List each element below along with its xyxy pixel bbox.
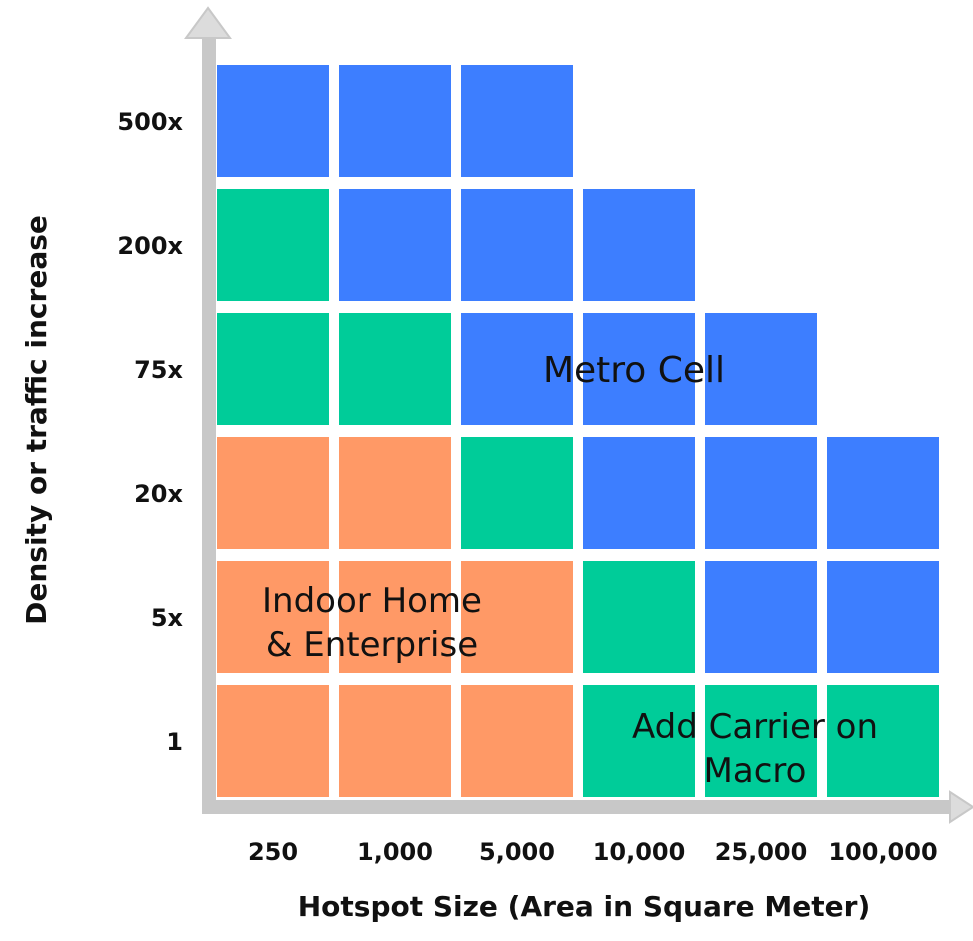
- y-axis-line: [202, 36, 216, 806]
- cell-indoor-r4-c2: [461, 561, 573, 673]
- cell-metro-r1-c3: [583, 189, 695, 301]
- axes: [184, 6, 973, 824]
- cell-metro-r4-c4: [705, 561, 817, 673]
- cell-carrier-r4-c3: [583, 561, 695, 673]
- cell-carrier-r5-c5: [827, 685, 939, 797]
- region-label-indoor: & Enterprise: [266, 625, 478, 665]
- region-label-metro: Metro Cell: [543, 350, 725, 391]
- cell-carrier-r5-c4: [705, 685, 817, 797]
- cell-indoor-r3-c1: [339, 437, 451, 549]
- cell-indoor-r4-c1: [339, 561, 451, 673]
- cell-indoor-r5-c1: [339, 685, 451, 797]
- cell-carrier-r2-c1: [339, 313, 451, 425]
- x-tick-label: 1,000: [357, 838, 433, 866]
- y-axis-arrow: [184, 6, 232, 39]
- y-axis-title: Density or traffic increase: [20, 215, 53, 625]
- region-labels: Metro Cell Indoor Home& Enterprise Add Car…: [262, 350, 878, 791]
- cell-carrier-r3-c2: [461, 437, 573, 549]
- x-axis-title: Hotspot Size (Area in Square Meter): [298, 890, 871, 923]
- cell-indoor-r4-c0: [217, 561, 329, 673]
- cell-metro-r1-c1: [339, 189, 451, 301]
- cell-metro-r0-c2: [461, 65, 573, 177]
- cell-metro-r2-c2: [461, 313, 573, 425]
- region-label-carrier: Macro: [704, 751, 807, 791]
- cell-carrier-r2-c0: [217, 313, 329, 425]
- x-tick-label: 10,000: [593, 838, 686, 866]
- y-tick-label: 1: [166, 728, 183, 756]
- cell-metro-r4-c5: [827, 561, 939, 673]
- cell-carrier-r5-c3: [583, 685, 695, 797]
- cell-metro-r3-c5: [827, 437, 939, 549]
- cell-metro-r0-c0: [217, 65, 329, 177]
- region-label-indoor: Indoor Home: [262, 581, 482, 621]
- cell-metro-r1-c2: [461, 189, 573, 301]
- cell-metro-r2-c4: [705, 313, 817, 425]
- cell-metro-r2-c3: [583, 313, 695, 425]
- x-tick-label: 100,000: [828, 838, 937, 866]
- x-tick-label: 5,000: [479, 838, 555, 866]
- region-label-carrier: Add Carrier on: [632, 707, 878, 747]
- x-axis-line: [202, 800, 962, 814]
- cells: [217, 65, 939, 797]
- x-tick-label: 250: [248, 838, 298, 866]
- y-tick-label: 75x: [134, 356, 183, 384]
- y-tick-label: 5x: [151, 604, 184, 632]
- x-tick-label: 25,000: [715, 838, 808, 866]
- cell-indoor-r5-c2: [461, 685, 573, 797]
- y-tick-label: 20x: [134, 480, 183, 508]
- y-tick-label: 500x: [117, 108, 183, 136]
- cell-metro-r3-c4: [705, 437, 817, 549]
- x-axis-arrow: [949, 790, 973, 824]
- y-tick-label: 200x: [117, 232, 183, 260]
- cell-indoor-r5-c0: [217, 685, 329, 797]
- cell-carrier-r1-c0: [217, 189, 329, 301]
- ticks: 500x 200x 75x 20x 5x 1 250 1,000 5,000 10,000 25,0…: [117, 108, 937, 866]
- cell-metro-r0-c1: [339, 65, 451, 177]
- cell-metro-r3-c3: [583, 437, 695, 549]
- cell-indoor-r3-c0: [217, 437, 329, 549]
